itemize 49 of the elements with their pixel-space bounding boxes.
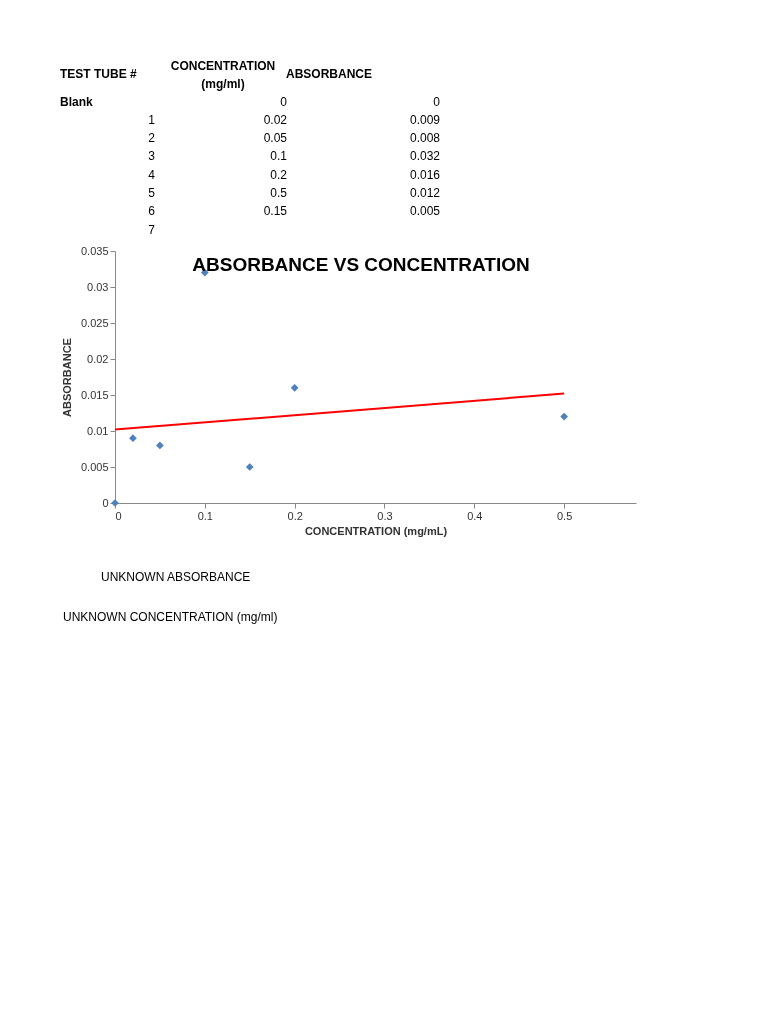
text: 0.032 (409, 149, 441, 163)
chart-title: ABSORBANCE VS CONCENTRATION (192, 254, 530, 275)
text: Blank (60, 95, 93, 109)
text: CONCENTRATION (mg/ml) (170, 59, 276, 91)
text: 1 (148, 113, 156, 127)
x-tick-label: 0.4 (467, 509, 483, 522)
point (156, 441, 164, 450)
text: 0 (280, 95, 288, 109)
text: 0 (433, 95, 441, 109)
y-tick-label: 0.025 (80, 316, 109, 329)
text: 0.2 (270, 168, 288, 182)
y-axis-title: ABSORBANCE (60, 338, 73, 417)
x-tick-label: 0.2 (287, 509, 303, 522)
point (245, 463, 254, 471)
text: TEST TUBE # (60, 67, 137, 81)
text: 6 (148, 204, 156, 218)
text: 0.005 (409, 204, 441, 218)
text: 2 (148, 131, 156, 145)
text: 7 (148, 223, 156, 237)
point (560, 412, 569, 421)
text: 0.016 (409, 168, 441, 182)
y-tick-label: 0.035 (80, 244, 109, 257)
text: 3 (148, 149, 156, 163)
text: 0.05 (263, 131, 288, 145)
text: 0.15 (263, 204, 288, 218)
point (290, 383, 299, 392)
y-tick-label: 0 (102, 496, 109, 509)
text: 4 (148, 168, 156, 182)
y-tick-label: 0.005 (80, 460, 109, 473)
x-tick-label: 0.1 (197, 509, 213, 522)
text: UNKNOWN CONCENTRATION (mg/ml) (63, 610, 278, 624)
text: 0.5 (270, 186, 288, 200)
y-tick-label: 0.015 (80, 388, 109, 401)
x-tick-label: 0.3 (377, 509, 393, 522)
x-tick-label: 0 (115, 509, 122, 522)
text: 0.02 (263, 113, 288, 127)
text: UNKNOWN ABSORBANCE (101, 570, 251, 584)
text: 0.012 (409, 186, 441, 200)
text: 0.009 (409, 113, 441, 127)
text: 5 (148, 186, 156, 200)
x-axis-title: CONCENTRATION (mg/mL) (304, 524, 448, 537)
text: 0.1 (270, 149, 288, 163)
y-tick-label: 0.03 (87, 280, 109, 293)
y-tick-label: 0.01 (87, 424, 109, 437)
x-tick-label: 0.5 (556, 509, 573, 522)
text: ABSORBANCE (285, 67, 373, 81)
point (129, 434, 137, 443)
text: 0.008 (409, 131, 441, 145)
y-tick-label: 0.02 (87, 352, 109, 365)
